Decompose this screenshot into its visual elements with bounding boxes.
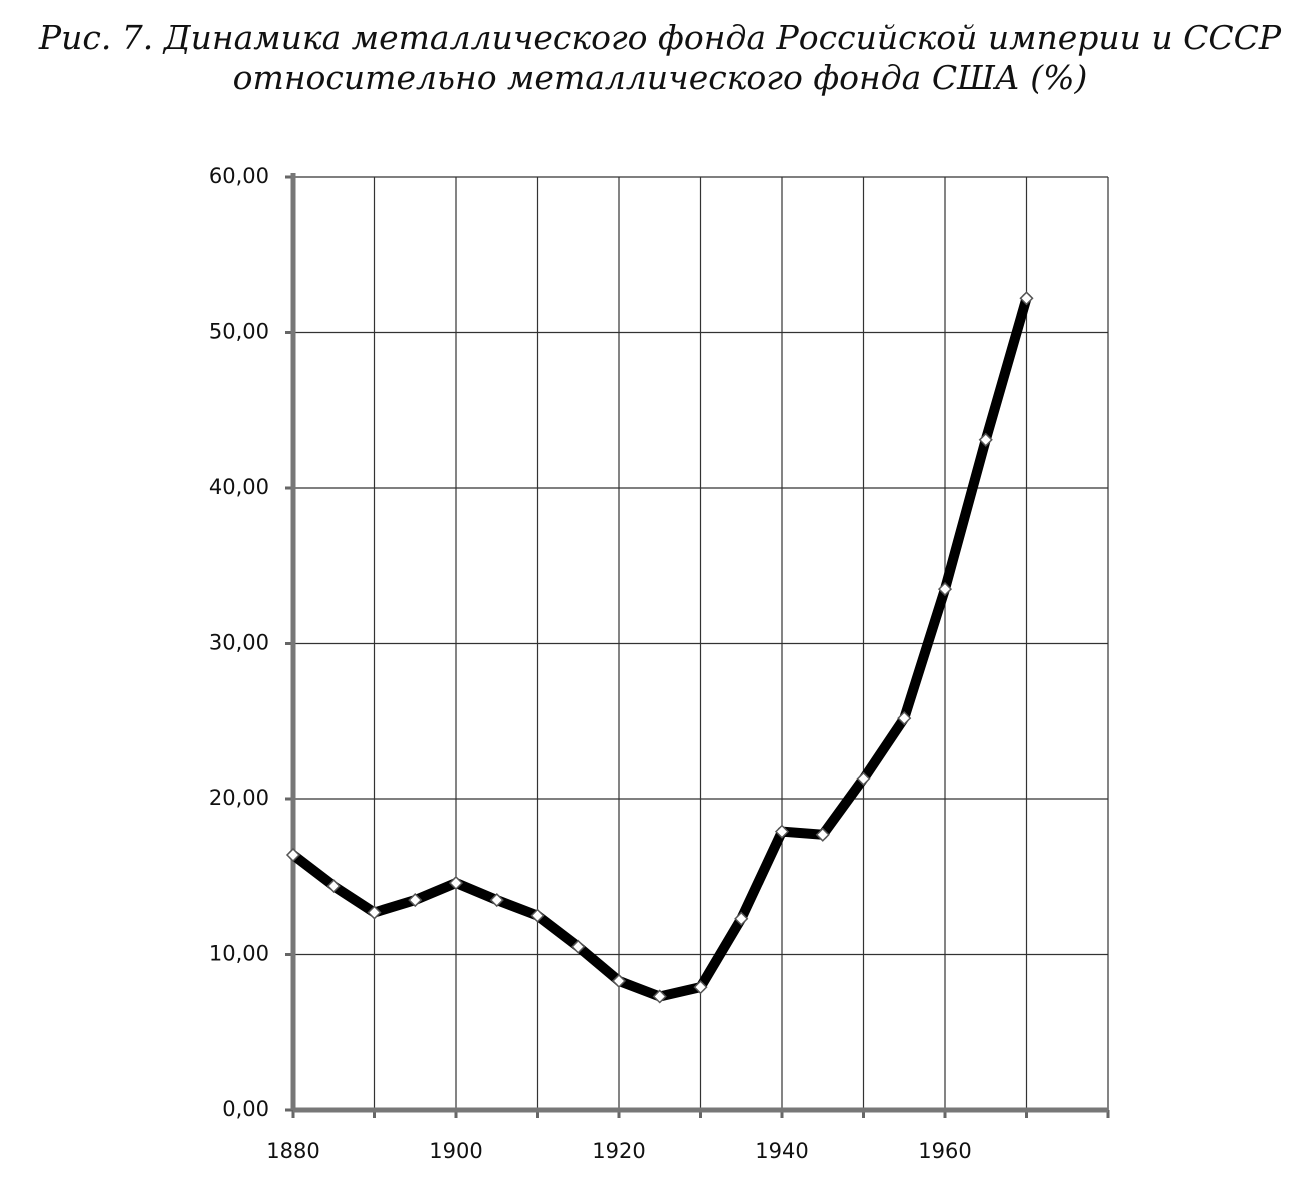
data-point xyxy=(367,905,382,920)
data-point xyxy=(489,893,504,908)
data-point xyxy=(285,847,301,863)
data-point xyxy=(693,980,708,995)
data-point xyxy=(326,879,341,894)
data-point xyxy=(571,939,586,954)
data-point xyxy=(937,582,953,597)
data-point xyxy=(652,989,667,1004)
data-line xyxy=(288,293,1032,1002)
data-point xyxy=(734,911,749,926)
data-point xyxy=(448,875,464,891)
y-tick-label: 20,00 xyxy=(209,786,269,810)
y-tick-label: 30,00 xyxy=(209,631,269,655)
chart-title: Рис. 7. Динамика металлического фонда Ро… xyxy=(38,18,1282,57)
x-tick-label: 1900 xyxy=(429,1139,482,1163)
data-point xyxy=(774,824,790,839)
y-tick-label: 50,00 xyxy=(209,320,269,344)
x-tick-label: 1880 xyxy=(266,1139,319,1163)
data-point xyxy=(408,893,423,908)
y-tick-label: 10,00 xyxy=(209,942,269,966)
y-tick-label: 0,00 xyxy=(222,1097,269,1121)
data-point xyxy=(1019,291,1034,306)
x-tick-label: 1940 xyxy=(755,1139,808,1163)
data-point xyxy=(611,973,627,988)
x-tick-label: 1920 xyxy=(592,1139,645,1163)
chart-title: относительно металлического фонда США (%… xyxy=(233,58,1088,97)
data-point xyxy=(815,827,830,842)
y-tick-label: 60,00 xyxy=(209,164,269,188)
y-tick-label: 40,00 xyxy=(209,475,269,499)
data-point xyxy=(856,771,871,786)
x-tick-label: 1960 xyxy=(918,1139,971,1163)
data-point xyxy=(978,432,993,447)
data-point xyxy=(530,908,545,923)
data-point xyxy=(897,711,912,726)
